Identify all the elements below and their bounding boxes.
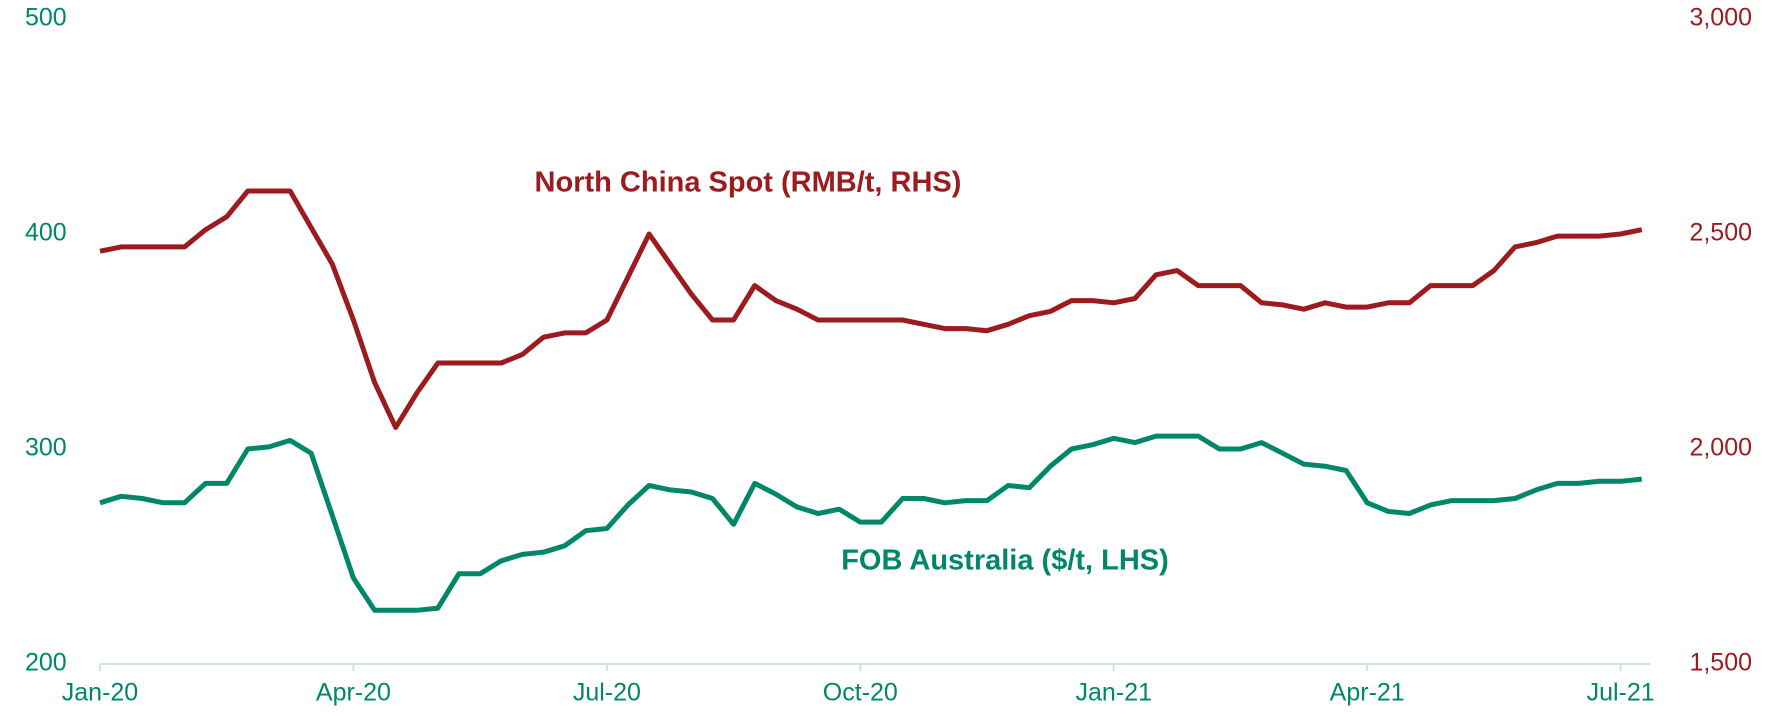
x-tick-label: Jul-21 <box>1587 679 1655 707</box>
x-tick-label: Jan-20 <box>62 679 138 707</box>
y-tick-label: 200 <box>25 649 67 677</box>
x-tick-label: Oct-20 <box>823 679 898 707</box>
y-tick-label: 300 <box>25 434 67 462</box>
x-tick-label: Apr-20 <box>316 679 391 707</box>
series-line <box>99 188 1643 430</box>
x-tick-label: Apr-21 <box>1330 679 1405 707</box>
series-line <box>99 433 1643 613</box>
y2-tick-label: 2,000 <box>1689 434 1752 462</box>
y2-tick-label: 1,500 <box>1689 649 1752 677</box>
y-tick-label: 400 <box>25 219 67 247</box>
series-label: FOB Australia ($/t, LHS) <box>841 545 1169 577</box>
y2-tick-label: 3,000 <box>1689 4 1752 32</box>
x-tick-label: Jul-20 <box>573 679 641 707</box>
x-tick-label: Jan-21 <box>1076 679 1152 707</box>
y-tick-label: 500 <box>25 4 67 32</box>
series-label: North China Spot (RMB/t, RHS) <box>535 167 962 199</box>
y2-tick-label: 2,500 <box>1689 219 1752 247</box>
